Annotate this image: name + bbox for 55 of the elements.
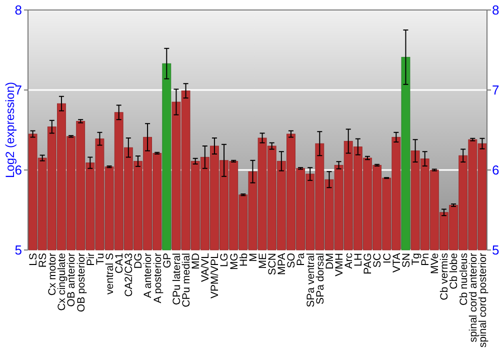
x-tick-label: MG bbox=[228, 253, 240, 270]
x-tick-label: Tg bbox=[410, 252, 422, 266]
x-tick-label: RS bbox=[37, 253, 50, 268]
x-tick-label: VMH bbox=[333, 253, 346, 276]
x-tick-label: SN bbox=[400, 253, 412, 268]
x-tick-label: M bbox=[247, 253, 260, 262]
x-tick-label: GP bbox=[161, 253, 174, 268]
x-tick-label: spinal cord posterior bbox=[476, 252, 489, 348]
x-tick-label: Pir bbox=[84, 252, 97, 266]
x-tick-label: SPa dorsal bbox=[314, 253, 326, 304]
x-tick-label: VA/VL bbox=[200, 252, 212, 282]
x-tick-label: VTA bbox=[390, 253, 403, 273]
x-tick-label: SO bbox=[286, 253, 298, 268]
x-tick-label: VPM/VPL bbox=[209, 252, 222, 299]
y2-tick-label: 6 bbox=[492, 162, 500, 178]
x-tick-label: A anterior bbox=[142, 252, 154, 298]
x-tick-label: MD bbox=[190, 252, 202, 270]
y-tick-label: 5 bbox=[14, 242, 22, 258]
x-tick-label: IC bbox=[381, 252, 394, 264]
x-tick-label: Tu bbox=[94, 252, 106, 265]
x-tick-label: OB posterior bbox=[75, 252, 88, 312]
x-tick-label: Arc bbox=[343, 253, 356, 269]
x-tick-label: Cb lobe bbox=[448, 252, 460, 290]
x-tick-label: OB anterior bbox=[66, 252, 78, 307]
y-tick-label: 8 bbox=[14, 2, 22, 18]
x-tick-label: Pn bbox=[420, 252, 432, 266]
x-tick-label: CPu medial bbox=[180, 253, 192, 308]
x-tick-label: spinal cord anterior bbox=[467, 252, 480, 342]
x-tick-label: A posterior bbox=[152, 252, 164, 304]
x-tick-label: CA1 bbox=[114, 252, 126, 274]
y2-tick-label: 7 bbox=[492, 82, 500, 98]
x-tick-label: MPA bbox=[276, 253, 288, 275]
y-tick-label: 6 bbox=[14, 162, 22, 178]
x-tick-label: Cx cingulate bbox=[56, 252, 68, 311]
x-tick-label: DG bbox=[132, 253, 145, 269]
x-tick-label: Pa bbox=[295, 252, 308, 266]
x-tick-label: Cb nucleus bbox=[458, 253, 470, 306]
x-tick-label: SPa ventral bbox=[304, 253, 317, 308]
y-axis-title: Log2 (expression) bbox=[3, 82, 18, 178]
x-tick-label: CA2/CA3 bbox=[123, 252, 136, 297]
x-tick-label: PAG bbox=[362, 253, 374, 274]
x-tick-label: Hb bbox=[238, 252, 250, 266]
y2-tick-label: 5 bbox=[492, 242, 500, 258]
y-tick-label: 7 bbox=[14, 82, 22, 98]
x-tick-label: ME bbox=[256, 253, 269, 269]
x-tick-label: DM bbox=[324, 253, 336, 270]
x-tick-label: MVe bbox=[429, 252, 442, 274]
x-tick-label: LH bbox=[352, 253, 365, 266]
x-tick-label: SC bbox=[372, 252, 384, 268]
x-tick-label: LS bbox=[27, 253, 40, 266]
x-tick-label: ventral S bbox=[104, 253, 116, 294]
x-tick-label: LG bbox=[218, 253, 231, 268]
y2-tick-label: 8 bbox=[492, 2, 500, 18]
x-tick-label: CPu lateral bbox=[170, 253, 183, 305]
x-tick-label: SCN bbox=[266, 253, 279, 276]
